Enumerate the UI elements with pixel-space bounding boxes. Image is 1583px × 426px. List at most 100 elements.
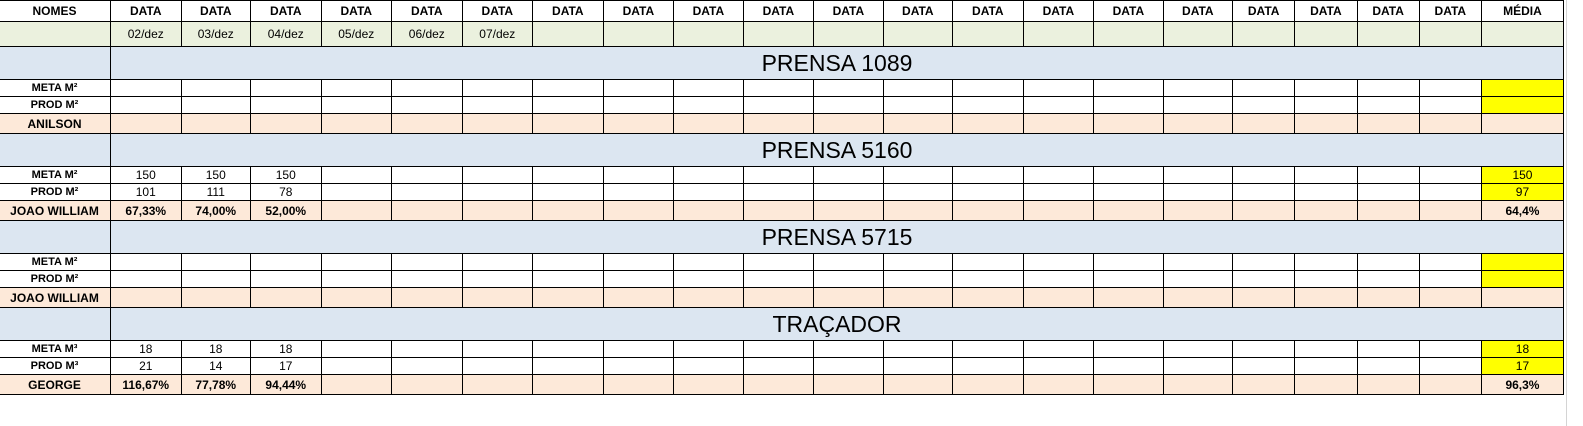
section-title-blank-cell[interactable] [0, 307, 111, 341]
percentage-cell[interactable] [1356, 200, 1420, 221]
percentage-cell[interactable] [1022, 113, 1095, 134]
prod-value-cell[interactable] [1232, 96, 1296, 114]
percentage-cell[interactable] [882, 113, 954, 134]
section-title-blank-cell[interactable] [0, 46, 111, 80]
prod-value-cell[interactable] [250, 270, 322, 288]
operator-name-cell[interactable]: JOAO WILLIAM [0, 287, 111, 308]
percentage-cell[interactable] [1162, 287, 1234, 308]
percentage-average-cell[interactable] [1480, 287, 1565, 308]
meta-value-cell[interactable] [250, 79, 322, 97]
percentage-cell[interactable] [1022, 200, 1095, 221]
prod-value-cell[interactable] [461, 183, 534, 201]
date-cell[interactable]: 05/dez [320, 21, 393, 47]
percentage-cell[interactable] [461, 374, 534, 395]
prod-value-cell[interactable] [532, 96, 604, 114]
date-cell[interactable]: 02/dez [110, 21, 182, 47]
prod-value-cell[interactable]: 14 [180, 357, 252, 375]
prod-value-cell[interactable]: 78 [250, 183, 322, 201]
meta-value-cell[interactable] [882, 79, 954, 97]
percentage-cell[interactable] [1232, 113, 1296, 134]
prod-value-cell[interactable] [602, 183, 675, 201]
meta-value-cell[interactable] [180, 79, 252, 97]
prod-value-cell[interactable] [1356, 357, 1420, 375]
percentage-cell[interactable] [1356, 113, 1420, 134]
meta-value-cell[interactable] [1162, 166, 1234, 184]
percentage-cell[interactable] [391, 113, 463, 134]
percentage-cell[interactable] [1356, 287, 1420, 308]
percentage-cell[interactable] [882, 287, 954, 308]
meta-value-cell[interactable] [391, 79, 463, 97]
meta-value-cell[interactable] [813, 253, 884, 271]
percentage-cell[interactable] [461, 200, 534, 221]
meta-value-cell[interactable] [391, 166, 463, 184]
date-cell[interactable] [1356, 21, 1420, 47]
prod-value-cell[interactable] [673, 357, 744, 375]
date-cell[interactable] [532, 21, 604, 47]
meta-value-cell[interactable]: 150 [110, 166, 182, 184]
prod-value-cell[interactable] [461, 270, 534, 288]
prod-value-cell[interactable] [882, 357, 954, 375]
meta-value-cell[interactable] [1418, 253, 1482, 271]
prod-value-cell[interactable] [742, 357, 815, 375]
meta-value-cell[interactable] [742, 79, 815, 97]
percentage-cell[interactable] [1232, 287, 1296, 308]
percentage-cell[interactable] [320, 287, 393, 308]
meta-value-cell[interactable] [952, 166, 1024, 184]
prod-value-cell[interactable] [1418, 357, 1482, 375]
percentage-cell[interactable]: 52,00% [250, 200, 322, 221]
meta-value-cell[interactable] [1232, 79, 1296, 97]
prod-value-cell[interactable] [882, 270, 954, 288]
date-cell[interactable] [813, 21, 884, 47]
percentage-cell[interactable] [250, 113, 322, 134]
prod-value-cell[interactable] [532, 183, 604, 201]
meta-value-cell[interactable] [952, 79, 1024, 97]
meta-label-cell[interactable]: META M³ [0, 340, 111, 358]
prod-label-cell[interactable]: PROD M² [0, 270, 111, 288]
section-title-cell[interactable]: TRAÇADOR [110, 307, 1564, 341]
prod-value-cell[interactable] [1418, 183, 1482, 201]
meta-value-cell[interactable] [1162, 79, 1234, 97]
meta-value-cell[interactable] [742, 253, 815, 271]
percentage-cell[interactable] [461, 113, 534, 134]
meta-value-cell[interactable] [1162, 253, 1234, 271]
percentage-cell[interactable] [882, 200, 954, 221]
prod-value-cell[interactable] [673, 183, 744, 201]
meta-value-cell[interactable]: 18 [180, 340, 252, 358]
meta-value-cell[interactable] [1022, 166, 1095, 184]
prod-value-cell[interactable] [391, 357, 463, 375]
prod-value-cell[interactable] [673, 96, 744, 114]
prod-value-cell[interactable] [1418, 270, 1482, 288]
meta-value-cell[interactable] [1418, 340, 1482, 358]
percentage-cell[interactable] [813, 200, 884, 221]
date-cell[interactable] [1418, 21, 1482, 47]
prod-value-cell[interactable] [1294, 96, 1358, 114]
meta-value-cell[interactable] [1232, 253, 1296, 271]
meta-value-cell[interactable] [1022, 340, 1095, 358]
percentage-cell[interactable] [952, 200, 1024, 221]
meta-value-cell[interactable] [532, 253, 604, 271]
percentage-cell[interactable] [813, 287, 884, 308]
meta-value-cell[interactable] [1093, 253, 1164, 271]
meta-average-cell[interactable] [1480, 79, 1565, 97]
header-names-cell[interactable]: NOMES [0, 0, 111, 22]
percentage-cell[interactable] [1093, 287, 1164, 308]
percentage-cell[interactable] [391, 287, 463, 308]
prod-value-cell[interactable] [1232, 183, 1296, 201]
date-cell[interactable] [1232, 21, 1296, 47]
percentage-cell[interactable] [1162, 113, 1234, 134]
section-title-cell[interactable]: PRENSA 5160 [110, 133, 1564, 167]
header-date-cell[interactable]: DATA [952, 0, 1024, 22]
meta-average-cell[interactable]: 150 [1480, 166, 1565, 184]
percentage-cell[interactable] [602, 287, 675, 308]
section-title-blank-cell[interactable] [0, 133, 111, 167]
meta-value-cell[interactable] [320, 79, 393, 97]
percentage-cell[interactable] [391, 374, 463, 395]
prod-value-cell[interactable] [1294, 183, 1358, 201]
operator-name-cell[interactable]: JOAO WILLIAM [0, 200, 111, 221]
prod-value-cell[interactable] [532, 357, 604, 375]
meta-value-cell[interactable] [813, 79, 884, 97]
prod-value-cell[interactable] [952, 357, 1024, 375]
prod-value-cell[interactable] [1418, 96, 1482, 114]
percentage-cell[interactable] [110, 287, 182, 308]
meta-value-cell[interactable] [1093, 340, 1164, 358]
